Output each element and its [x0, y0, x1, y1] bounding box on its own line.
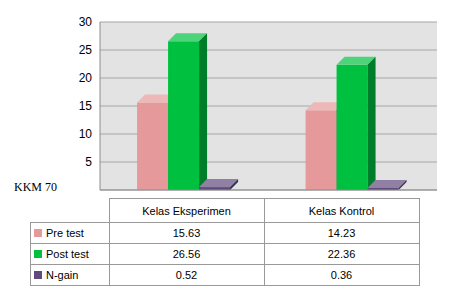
html-text:Kelas Kontrol: Kelas Kontrol: [308, 204, 375, 217]
svg-text:15: 15: [79, 99, 93, 113]
html-text:Pre test: Pre test: [46, 227, 84, 239]
html-text:26.56: 26.56: [172, 248, 201, 260]
html-text:15.63: 15.63: [172, 227, 201, 239]
svg-text:30: 30: [79, 15, 93, 29]
html-text:14.23: 14.23: [327, 227, 356, 239]
svg-text:20: 20: [79, 71, 93, 85]
html-text:22.36: 22.36: [327, 248, 356, 260]
html-text:Post test: Post test: [46, 248, 89, 260]
html-text:0.36: 0.36: [330, 269, 353, 281]
html-text:N-gain: N-gain: [46, 269, 79, 281]
html-text:0.52: 0.52: [175, 269, 198, 281]
svg-text:5: 5: [85, 155, 92, 169]
svg-text:25: 25: [79, 43, 93, 57]
html-text:KKM 70: KKM 70: [14, 180, 57, 194]
svg-text:10: 10: [79, 127, 93, 141]
html-text:Kelas Eksperimen: Kelas Eksperimen: [142, 204, 231, 217]
